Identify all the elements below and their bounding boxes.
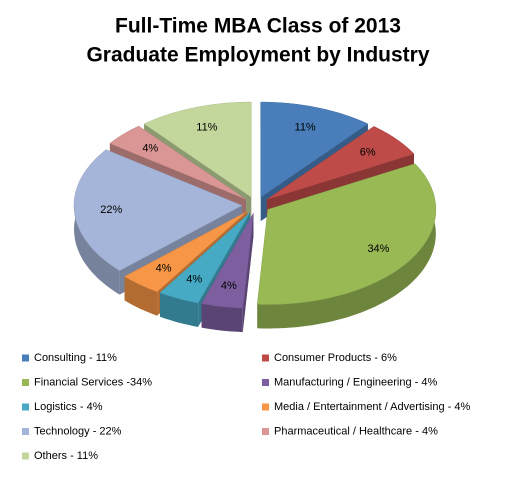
- legend-swatch: [22, 452, 29, 460]
- data-label: 11%: [295, 121, 316, 133]
- slice-side: [242, 213, 254, 333]
- data-label: 4%: [156, 262, 172, 274]
- legend-label: Logistics - 4%: [34, 401, 103, 413]
- slice-side: [124, 276, 158, 316]
- legend-swatch: [22, 354, 29, 362]
- data-label: 4%: [221, 280, 237, 292]
- legend-swatch: [262, 403, 269, 411]
- slice-group: 4%: [201, 213, 254, 333]
- data-label: 4%: [142, 142, 158, 154]
- pie: 11% 11% 4% 6% 22% 34% 4% 4% 4%: [73, 101, 437, 333]
- legend-label: Pharmaceutical / Healthcare - 4%: [274, 425, 438, 437]
- data-label: 6%: [360, 146, 376, 158]
- chart-title: Full-Time MBA Class of 2013: [115, 15, 401, 38]
- slice-side: [257, 163, 436, 329]
- slice: [201, 213, 254, 309]
- data-label: 22%: [100, 204, 122, 216]
- data-label: 4%: [186, 274, 202, 286]
- slice: [143, 101, 252, 198]
- legend-swatch: [262, 379, 269, 386]
- legend-swatch: [22, 379, 29, 386]
- legend-label: Others - 11%: [34, 450, 98, 462]
- legend-label: Media / Entertainment / Advertising - 4%: [274, 401, 470, 413]
- slice-side: [160, 292, 199, 327]
- slice: [260, 101, 369, 198]
- legend-label: Consulting - 11%: [34, 352, 117, 364]
- slice-group: 34%: [257, 163, 437, 329]
- slice: [159, 212, 251, 304]
- chart-subtitle: Graduate Employment by Industry: [86, 44, 429, 67]
- slice: [257, 163, 437, 305]
- slice: [73, 149, 243, 271]
- slice: [109, 125, 246, 200]
- legend-label: Consumer Products - 6%: [274, 352, 397, 364]
- legend: Consulting - 11% Consumer Products - 6% Fi…: [22, 352, 470, 462]
- slice: [124, 211, 248, 292]
- legend-label: Manufacturing / Engineering - 4%: [274, 376, 437, 388]
- data-label: 11%: [196, 121, 217, 133]
- legend-label: Financial Services -34%: [34, 376, 152, 388]
- legend-swatch: [262, 354, 269, 362]
- legend-swatch: [262, 428, 269, 435]
- data-label: 34%: [367, 243, 389, 255]
- legend-label: Technology - 22%: [34, 425, 122, 437]
- legend-swatch: [22, 428, 29, 435]
- legend-swatch: [22, 403, 29, 411]
- slice-side: [201, 303, 243, 333]
- slice: [266, 126, 415, 200]
